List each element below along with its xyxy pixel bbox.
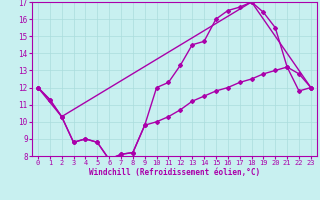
X-axis label: Windchill (Refroidissement éolien,°C): Windchill (Refroidissement éolien,°C): [89, 168, 260, 177]
